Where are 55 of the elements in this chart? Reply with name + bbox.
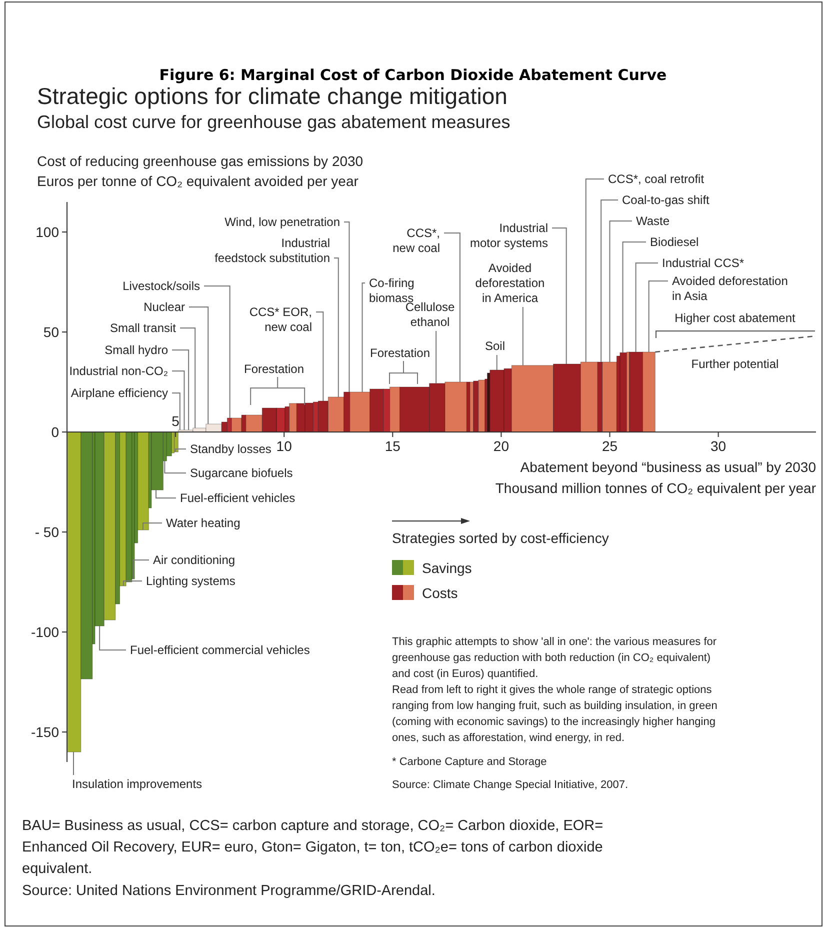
y-tick-label: -150 [30, 724, 60, 740]
annotation: Wind, low penetration [224, 215, 340, 229]
annotation: Fuel-efficient vehicles [180, 491, 296, 505]
legend-label: Costs [422, 585, 458, 601]
annotation: CCS*, coal retrofit [608, 172, 705, 186]
y-tick-label: 100 [36, 224, 60, 240]
annotation: Fuel-efficient commercial vehicles [130, 643, 310, 657]
annotation: Coal-to-gas shift [622, 193, 710, 207]
annotation: Air conditioning [153, 553, 236, 567]
y-tick-label: 0 [51, 424, 60, 440]
annotation: Industrial feedstock substitution [214, 236, 330, 265]
annotation: Avoided deforestation in America [475, 261, 545, 305]
annotation: Forestation [244, 362, 304, 376]
x-tick-label: 25 [602, 438, 618, 454]
x-tick-label: 10 [276, 438, 292, 454]
annotation: Standby losses [190, 442, 272, 456]
y-tick-label: 50 [43, 324, 60, 340]
annotation: Sugarcane biofuels [190, 466, 293, 480]
annotation: Industrial CCS* [662, 256, 744, 270]
x-tick-label: 15 [384, 438, 401, 454]
annotation: Higher cost abatement [674, 311, 796, 325]
annotation: Small transit [110, 321, 177, 335]
annotation: Livestock/soils [122, 279, 200, 293]
legend-label: Savings [422, 560, 472, 576]
annotation: Lighting systems [146, 574, 236, 588]
annotation: Avoided deforestation in Asia [672, 274, 788, 303]
annotation: Biodiesel [650, 235, 699, 249]
y-tick-label: - 50 [34, 524, 60, 540]
annotation: This graphic attempts to show 'all in one': the various measures for greenhouse gas reduction with both reduction (in CO₂ equivalent) and cost (in Euros) quantified. Read from left to right it gives the whole range of strategic options ranging from low hanging fruit, such as building insulation, in green (coming with economic savings) to the increasingly higher hanging ones, such as afforestation, wind energy, in red. [392, 636, 718, 744]
annotation: CCS* EOR, new coal [249, 305, 312, 334]
y-tick-label: -100 [30, 624, 60, 640]
annotation: * Carbone Capture and Storage [392, 756, 547, 768]
annotation: Industrial motor systems [470, 221, 548, 250]
annotation: Insulation improvements [72, 777, 202, 791]
chart-subtitle: Strategic options for climate change mitigation Global cost curve for greenhouse gas abatement measures [37, 83, 510, 132]
annotation: 5 [172, 413, 180, 429]
annotation: Waste [636, 214, 670, 228]
annotation: Strategies sorted by cost-efficiency [392, 530, 609, 546]
x-tick-label: 30 [710, 438, 726, 454]
source-note: Source: Climate Change Special Initiative, 2007. [392, 779, 628, 791]
annotation: Soil [484, 339, 506, 353]
annotation: CCS*, new coal [392, 226, 440, 255]
chart-title: Figure 6: Marginal Cost of Carbon Dioxide Abatement Curve [159, 66, 667, 84]
annotation: Airplane efficiency [70, 386, 168, 400]
x-axis-title: Abatement beyond “business as usual” by 2030 Thousand million tonnes of CO₂ equivalent per year [495, 459, 816, 496]
text: BAU= Business as usual, CCS= carbon capture and storage, CO₂= Carbon dioxide, EOR= Enhanced Oil Recovery, EUR= euro, Gton= Gigaton, t= ton, tCO₂e= tons of carbon dioxide equivalent. [22, 818, 604, 877]
annotation: Industrial non-CO₂ [69, 364, 168, 378]
annotation: Further potential [691, 357, 779, 371]
y-axis-title: Cost of reducing greenhouse gas emissions by 2030 Euros per tonne of CO₂ equivalent avoided per year [37, 153, 364, 189]
annotation: Forestation [370, 346, 430, 360]
annotation: Nuclear [144, 300, 185, 314]
x-tick-label: 20 [493, 438, 510, 454]
source-note: Source: United Nations Environment Programme/GRID-Arendal. [22, 883, 436, 899]
annotation: Small hydro [104, 343, 168, 357]
annotation: Water heating [166, 516, 240, 530]
